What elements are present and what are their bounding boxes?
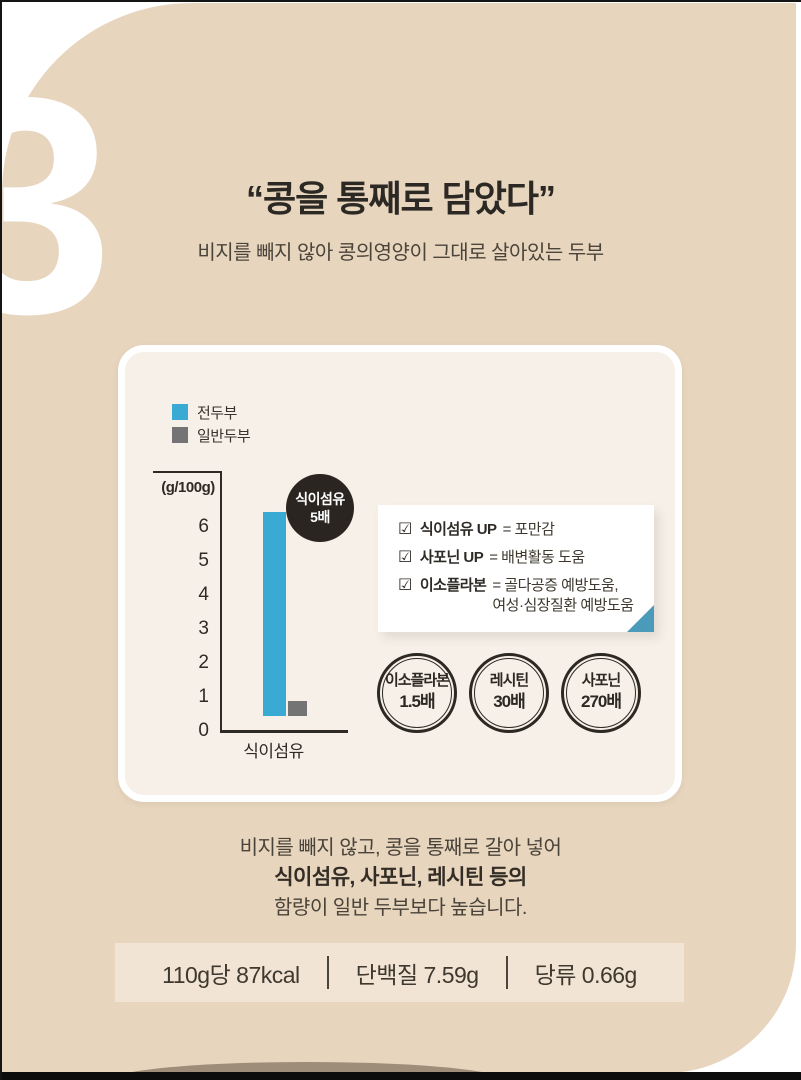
stat-circle-saponin: 사포닌 270배: [561, 653, 641, 733]
circle-value: 270배: [580, 691, 622, 711]
top-edge-line: [0, 0, 801, 2]
checklist-item-desc: = 포만감: [503, 520, 555, 540]
description-line3: 함량이 일반 두부보다 높습니다.: [274, 897, 527, 919]
y-axis-unit-label: (g/100g): [161, 479, 215, 496]
legend-item-ilbandubu: 일반두부: [172, 426, 251, 445]
section-subtitle: 비지를 빼지 않아 콩의영양이 그대로 살아있는 두부: [197, 242, 604, 264]
checklist-item: ☑ 식이섬유 UP = 포만감: [398, 520, 654, 540]
y-tick: 4: [198, 584, 209, 605]
benefits-checklist-box: ☑ 식이섬유 UP = 포만감 ☑ 사포닌 UP = 배변활동 도움 ☑ 이소플…: [378, 505, 654, 632]
circle-name: 이소플라본: [384, 672, 450, 690]
x-axis-line: [220, 730, 348, 733]
checklist-item: ☑ 이소플라본 = 골다공증 예방도움, 여성·심장질환 예방도움: [398, 576, 654, 615]
legend-swatch-gray: [172, 427, 188, 443]
y-axis-cap-line: [153, 471, 222, 473]
checklist-item-name: 이소플라본: [419, 577, 487, 594]
y-tick: 6: [198, 516, 209, 537]
stat-sugar: 당류 0.66g: [534, 961, 638, 988]
checklist-item-name: 사포닌 UP: [419, 549, 484, 566]
checklist-item-desc: = 배변활동 도움: [489, 548, 585, 568]
section-number: 3: [0, 34, 113, 378]
circle-name: 사포닌: [581, 672, 621, 690]
desc-line: = 골다공증 예방도움,: [492, 577, 619, 594]
badge-line1: 식이섬유: [295, 490, 345, 507]
circle-name: 레시틴: [489, 672, 529, 690]
desc-line: = 포만감: [502, 521, 555, 538]
bar-ilbandubu-fiber: [288, 701, 307, 716]
circle-value: 30배: [493, 691, 526, 711]
legend-label: 일반두부: [197, 427, 251, 445]
y-axis-line: [220, 471, 222, 733]
checklist-item-name: 식이섬유 UP: [419, 521, 497, 538]
nutrition-chart-card: 전두부 일반두부 (g/100g) 6 5 4 3 2 1 0 식이섬유 식이섬…: [118, 345, 682, 802]
stat-protein: 단백질 7.59g: [355, 961, 479, 988]
y-tick: 0: [198, 720, 209, 741]
description-line1: 비지를 빼지 않고, 콩을 통째로 갈아 넣어: [239, 837, 562, 859]
folded-corner-icon: [627, 605, 654, 632]
bar-jeondubu-fiber: [263, 512, 286, 716]
legend-swatch-blue: [172, 404, 188, 420]
legend-item-jeondubu: 전두부: [172, 403, 237, 422]
nutrition-stats-bar: 110g당 87kcal 단백질 7.59g 당류 0.66g: [115, 943, 684, 1002]
section-header: “콩을 통째로 담았다” 비지를 빼지 않아 콩의영양이 그대로 살아있는 두부: [0, 170, 801, 265]
bottom-black-strip: [0, 1072, 801, 1080]
stat-circle-lecithin: 레시틴 30배: [469, 653, 549, 733]
section-title: “콩을 통째로 담았다”: [246, 178, 556, 219]
checkbox-checked-icon: ☑: [398, 549, 412, 566]
circle-value: 1.5배: [399, 691, 435, 711]
checklist-item-desc: = 골다공증 예방도움, 여성·심장질환 예방도움: [492, 576, 634, 615]
checklist-item: ☑ 사포닌 UP = 배변활동 도움: [398, 548, 654, 568]
y-tick: 1: [198, 686, 209, 707]
checkbox-checked-icon: ☑: [398, 577, 412, 594]
stat-circle-isoflavone: 이소플라본 1.5배: [377, 653, 457, 733]
divider: [505, 956, 508, 989]
y-tick: 5: [198, 550, 209, 571]
description-text: 비지를 빼지 않고, 콩을 통째로 갈아 넣어 식이섬유, 사포닌, 레시틴 등…: [0, 833, 801, 923]
badge-line2: 5배: [310, 509, 330, 525]
description-line2: 식이섬유, 사포닌, 레시틴 등의: [274, 866, 527, 889]
divider: [326, 956, 329, 989]
desc-line: 여성·심장질환 예방도움: [492, 596, 634, 614]
fiber-5x-badge: 식이섬유 5배: [286, 474, 354, 542]
y-tick: 3: [198, 618, 209, 639]
y-tick: 2: [198, 652, 209, 673]
desc-line: = 배변활동 도움: [489, 549, 585, 566]
stat-calories: 110g당 87kcal: [162, 961, 300, 988]
left-edge-line: [0, 0, 2, 1080]
checkbox-checked-icon: ☑: [398, 521, 412, 538]
x-category-label: 식이섬유: [243, 742, 304, 761]
legend-label: 전두부: [197, 404, 237, 422]
